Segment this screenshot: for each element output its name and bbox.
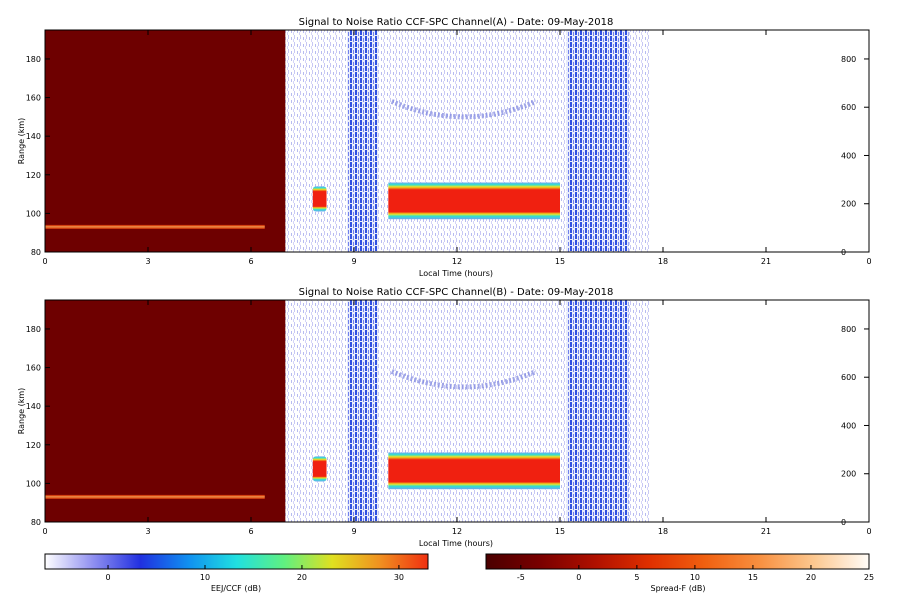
y-tick-label: 120 <box>26 171 41 180</box>
colorbar-tick-label: -5 <box>517 573 525 582</box>
y2-tick-label: 600 <box>841 373 856 382</box>
x-tick-label: 0 <box>42 257 47 266</box>
y-tick-label: 80 <box>31 248 41 257</box>
y-tick-label: 140 <box>26 132 41 141</box>
eej-band <box>388 452 560 490</box>
colorbar-tick-label: 20 <box>806 573 816 582</box>
y-tick-label: 160 <box>26 94 41 103</box>
x-tick-label: 9 <box>351 257 356 266</box>
y2-tick-label: 0 <box>841 518 846 527</box>
colorbar-tick-label: 25 <box>864 573 874 582</box>
colorbar-tick-label: 5 <box>634 573 639 582</box>
x-tick-label: 21 <box>761 257 771 266</box>
y2-tick-label: 600 <box>841 103 856 112</box>
colorbar-eej-ccf: 0 10 20 30 EEJ/CCF (dB) <box>44 553 429 593</box>
x-tick-label: 9 <box>351 527 356 536</box>
x-tick-label: 0 <box>866 257 871 266</box>
x-tick-label: 6 <box>248 527 253 536</box>
colorbar-gradient <box>44 553 429 570</box>
y2-tick-label: 200 <box>841 200 856 209</box>
x-tick-label: 6 <box>248 257 253 266</box>
x-axis-label: Local Time (hours) <box>419 269 493 278</box>
y-tick-label: 100 <box>26 479 41 488</box>
eej-blob <box>312 456 327 482</box>
panel-title: Signal to Noise Ratio CCF-SPC Channel(A)… <box>299 17 614 28</box>
colorbar-spread-f: -5 0 5 10 15 20 25 Spread-F (dB) <box>485 553 874 593</box>
spread-f-trace-core <box>45 226 265 228</box>
y-axis-label: Range (km) <box>17 118 26 165</box>
colorbar-tick-label: 15 <box>748 573 758 582</box>
colorbar-label: EEJ/CCF (dB) <box>211 584 261 593</box>
x-tick-label: 18 <box>658 527 668 536</box>
y2-tick-label: 200 <box>841 470 856 479</box>
y-tick-label: 140 <box>26 402 41 411</box>
y-tick-label: 180 <box>26 55 41 64</box>
colorbar-tick-label: 10 <box>690 573 700 582</box>
upper-arc-echo <box>390 369 537 390</box>
spread-f-trace-core <box>45 496 265 498</box>
dense-echo-column <box>566 30 629 252</box>
x-tick-label: 0 <box>42 527 47 536</box>
y2-tick-label: 400 <box>841 421 856 430</box>
colorbar-tick-label: 0 <box>576 573 581 582</box>
dense-echo-column <box>347 300 379 522</box>
x-tick-label: 21 <box>761 527 771 536</box>
y2-tick-label: 800 <box>841 325 856 334</box>
dense-echo-column <box>347 30 379 252</box>
panel-title: Signal to Noise Ratio CCF-SPC Channel(B)… <box>299 287 614 298</box>
x-tick-label: 12 <box>452 257 462 266</box>
upper-arc-echo <box>390 99 537 120</box>
colorbar-tick-label: 0 <box>105 573 110 582</box>
x-tick-label: 0 <box>866 527 871 536</box>
x-tick-label: 3 <box>145 527 150 536</box>
y2-tick-label: 0 <box>841 248 846 257</box>
colorbar-tick-label: 10 <box>200 573 210 582</box>
spread-f-block <box>45 30 286 252</box>
colorbar-label: Spread-F (dB) <box>650 584 705 593</box>
y-tick-label: 80 <box>31 518 41 527</box>
eej-blob <box>312 186 327 212</box>
panel-channel-a: Signal to Noise Ratio CCF-SPC Channel(A)… <box>17 17 872 278</box>
y-axis-label: Range (km) <box>17 388 26 435</box>
x-axis-label: Local Time (hours) <box>419 539 493 548</box>
eej-band <box>388 182 560 220</box>
y-tick-label: 100 <box>26 209 41 218</box>
panel-channel-b: Signal to Noise Ratio CCF-SPC Channel(B)… <box>17 287 872 548</box>
x-tick-label: 18 <box>658 257 668 266</box>
y-tick-label: 160 <box>26 364 41 373</box>
x-tick-label: 15 <box>555 257 565 266</box>
x-tick-label: 12 <box>452 527 462 536</box>
y-tick-label: 120 <box>26 441 41 450</box>
colorbar-gradient <box>485 553 870 570</box>
y-tick-label: 180 <box>26 325 41 334</box>
y2-tick-label: 800 <box>841 55 856 64</box>
y2-tick-label: 400 <box>841 151 856 160</box>
x-tick-label: 3 <box>145 257 150 266</box>
colorbar-tick-label: 20 <box>297 573 307 582</box>
spread-f-block <box>45 300 286 522</box>
x-tick-label: 15 <box>555 527 565 536</box>
colorbar-tick-label: 30 <box>394 573 404 582</box>
dense-echo-column <box>566 300 629 522</box>
